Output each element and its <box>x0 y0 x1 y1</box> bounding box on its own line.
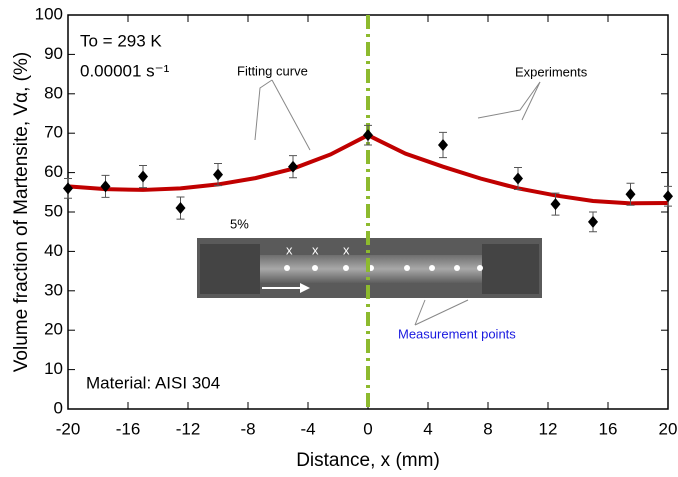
x-tick-label: -12 <box>176 419 201 438</box>
x-tick-label: -4 <box>300 419 315 438</box>
x-axis-title: Distance, x (mm) <box>296 450 440 471</box>
material: Material: AISI 304 <box>86 373 220 392</box>
y-tick-label: 60 <box>44 162 63 181</box>
marker <box>100 180 111 193</box>
grip-left <box>200 244 260 294</box>
y-tick-label: 40 <box>44 241 63 260</box>
marker <box>213 168 223 181</box>
exp-label: Experiments <box>515 64 588 79</box>
x-tick-label: 12 <box>539 419 558 438</box>
x-tick-label: -16 <box>116 419 141 438</box>
leader <box>521 81 541 121</box>
fit-label: Fitting curve <box>237 63 308 78</box>
strain-rate: 0.00001 s⁻¹ <box>80 61 170 80</box>
inset-dots <box>284 265 483 271</box>
x-tick-label: -20 <box>56 419 81 438</box>
y-tick-label: 10 <box>44 359 63 378</box>
y-tick-label: 0 <box>54 398 63 417</box>
y-tick-label: 30 <box>44 280 63 299</box>
marker <box>625 188 636 201</box>
leaders <box>254 79 541 326</box>
inset-x: x <box>312 242 319 257</box>
leader <box>414 299 426 326</box>
temperature: To = 293 K <box>80 31 162 50</box>
y-tick-label: 20 <box>44 320 63 339</box>
leader <box>477 81 541 119</box>
grip-right <box>482 244 539 294</box>
y-tick-label: 90 <box>44 44 63 63</box>
x-tick-label: 8 <box>483 419 492 438</box>
x-tick-label: 4 <box>423 419 432 438</box>
leader <box>271 79 311 151</box>
marker <box>175 202 186 215</box>
marker <box>588 215 598 228</box>
leader <box>254 79 273 141</box>
marker <box>550 198 561 211</box>
marker <box>288 160 298 173</box>
x-tick-label: 16 <box>599 419 618 438</box>
y-tick-label: 70 <box>44 123 63 142</box>
y-tick-label: 50 <box>44 201 63 220</box>
y-tick-label: 100 <box>35 4 63 23</box>
y-axis-title: Volume fraction of Martensite, Vα, (%) <box>11 52 32 372</box>
x-tick-label: 0 <box>363 419 372 438</box>
marker <box>513 172 523 185</box>
leader <box>414 299 469 326</box>
x-tick-label: -8 <box>240 419 255 438</box>
x-tick-label: 20 <box>659 419 678 438</box>
marker <box>663 190 673 203</box>
measure-label: Measurement points <box>398 326 516 341</box>
inset-x: x <box>343 242 350 257</box>
marker <box>63 182 73 195</box>
inset-x: x <box>286 242 293 257</box>
y-tick-label: 80 <box>44 83 63 102</box>
marker <box>438 139 448 152</box>
marker <box>138 170 148 183</box>
arrow-head <box>300 283 310 293</box>
error-label: 5% <box>230 216 249 231</box>
marker <box>363 129 373 142</box>
